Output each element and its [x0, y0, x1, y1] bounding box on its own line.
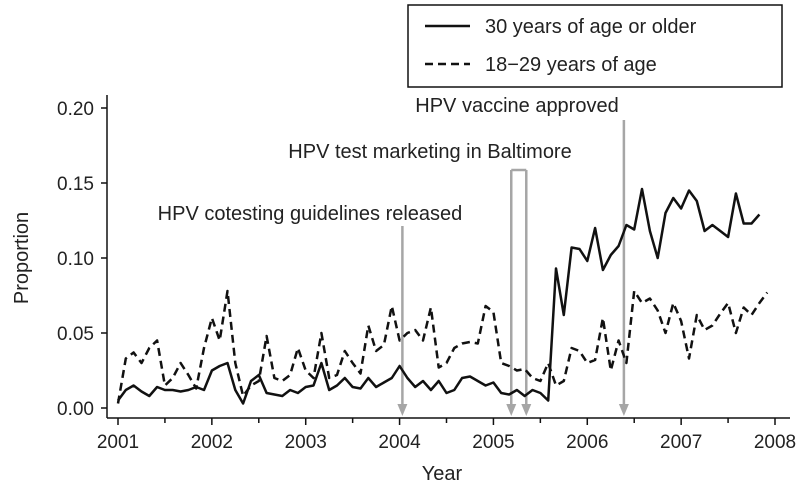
y-tick-label: 0.10 — [57, 249, 94, 270]
annotation-label: HPV test marketing in Baltimore — [288, 141, 571, 163]
x-tick-label: 2004 — [378, 432, 421, 453]
legend-label-18-29: 18−29 years of age — [485, 54, 657, 76]
x-tick-label: 2005 — [472, 432, 514, 453]
legend-box — [407, 4, 783, 88]
x-tick-label: 2001 — [97, 432, 139, 453]
annotation: HPV test marketing in Baltimore — [288, 141, 572, 416]
x-tick-label: 2008 — [754, 432, 796, 453]
y-tick-label: 0.20 — [57, 99, 94, 120]
annotation: HPV cotesting guidelines released — [158, 203, 463, 416]
arrow-head-icon — [397, 404, 408, 416]
annotations: HPV cotesting guidelines released HPV tes… — [158, 95, 629, 416]
y-tick-label: 0.15 — [57, 174, 94, 195]
y-axis-label: Proportion — [11, 212, 33, 304]
x-tick-label: 2002 — [191, 432, 233, 453]
annotation-label: HPV vaccine approved — [415, 95, 618, 117]
y-tick-label: 0.05 — [57, 324, 94, 345]
legend: 30 years of age or older 18−29 years of … — [407, 4, 783, 88]
series-line-solid — [116, 187, 761, 405]
arrow-head-icon — [521, 404, 532, 416]
x-axis-label: Year — [422, 463, 463, 485]
x-tick-label: 2007 — [660, 432, 702, 453]
series — [116, 187, 769, 405]
y-tick-label: 0.00 — [57, 399, 94, 420]
arrow-head-icon — [618, 404, 629, 416]
x-tick-label: 2006 — [566, 432, 608, 453]
x-tick-label: 2003 — [285, 432, 327, 453]
annotation-label: HPV cotesting guidelines released — [158, 203, 463, 225]
legend-label-30plus: 30 years of age or older — [485, 16, 697, 38]
axes: 0.00 0.05 0.10 0.15 0.20 2001 2002 2003 2004 2005… — [57, 95, 796, 453]
arrow-head-icon — [506, 404, 517, 416]
annotation: HPV vaccine approved — [415, 95, 629, 416]
